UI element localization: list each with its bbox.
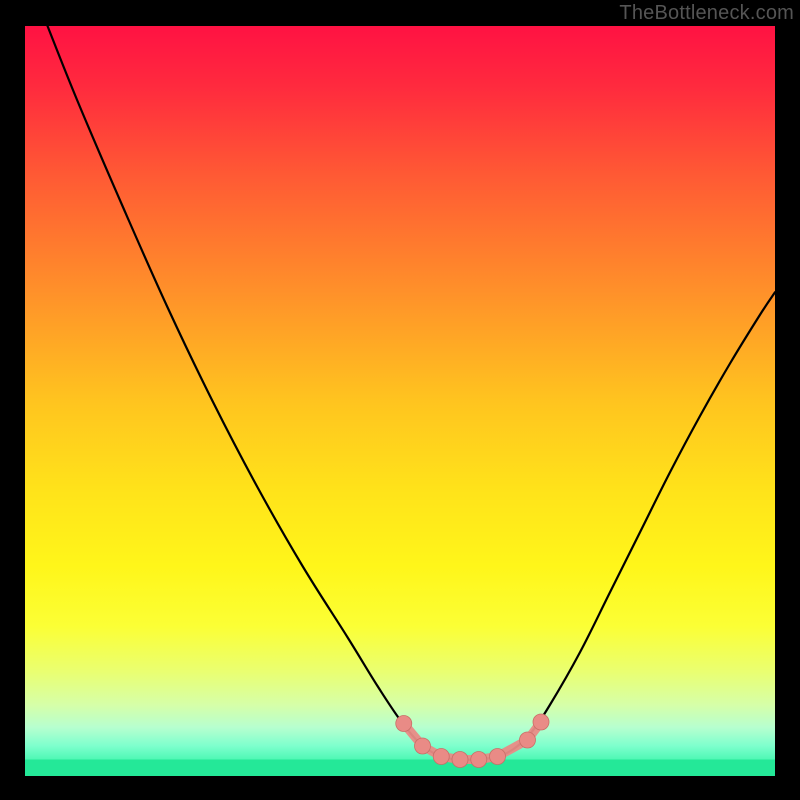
attribution-text: TheBottleneck.com xyxy=(619,2,794,25)
curve-marker xyxy=(490,749,506,765)
curve-marker xyxy=(433,749,449,765)
chart-stage: TheBottleneck.com xyxy=(0,0,800,800)
bottleneck-curve-chart xyxy=(0,0,800,800)
curve-marker xyxy=(533,714,549,730)
curve-marker xyxy=(396,716,412,732)
curve-marker xyxy=(471,752,487,768)
curve-marker xyxy=(452,752,468,768)
curve-marker xyxy=(415,738,431,754)
curve-marker xyxy=(520,732,536,748)
